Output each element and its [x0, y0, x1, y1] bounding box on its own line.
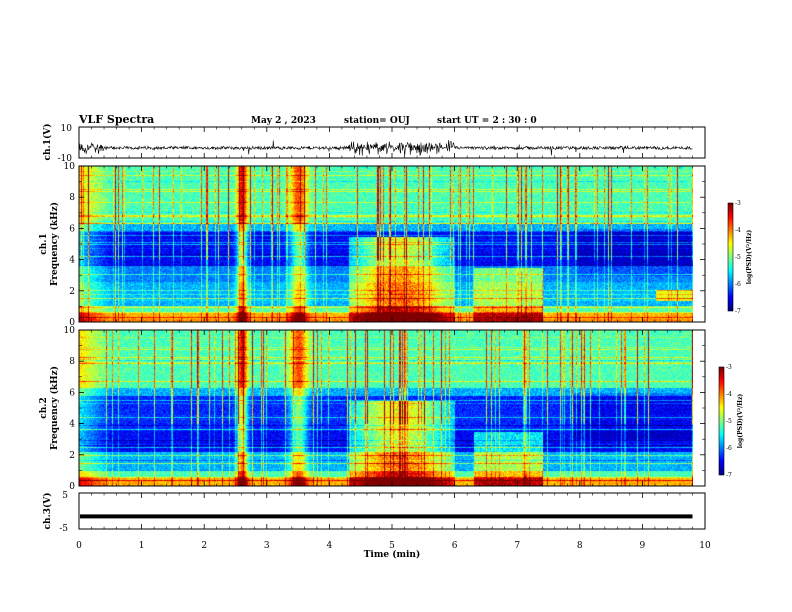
ch3-waveform-trace [80, 514, 693, 519]
y-tick-label: 4 [69, 256, 75, 266]
y-tick-label: 0 [69, 482, 75, 492]
y-tick-label: 4 [69, 420, 75, 430]
y-tick-label: 6 [69, 224, 75, 234]
y-tick-label: 8 [69, 193, 75, 203]
ch2-spectrogram-xticks [78, 330, 706, 486]
x-tick-label: 2 [201, 541, 207, 551]
y-tick-label: 10 [64, 162, 76, 172]
ch3-waveform-ylabel: ch.3(V) [42, 493, 53, 530]
ch1-spectrogram-yticks: 0 2 4 6 8 10 [64, 162, 705, 328]
x-tick-label: 5 [389, 541, 395, 551]
ch1-ytick-top: 10 [61, 124, 73, 134]
ch2-colorbar-frame [718, 366, 725, 476]
ch1-waveform-panel: 10 -10 ch.1(V) [42, 124, 706, 164]
x-tick-label: 9 [640, 541, 646, 551]
ch2-colorbar [719, 367, 724, 475]
x-tick-label: 6 [452, 541, 458, 551]
colorbar-tick-label: -6 [726, 445, 732, 452]
x-tick-label: 0 [76, 541, 82, 551]
colorbar-tick-label: -4 [726, 391, 732, 398]
ch3-waveform-panel: 5 -5 ch.3(V) [42, 491, 706, 534]
ch2-frequency-ylabel: Frequency (kHz) [49, 366, 60, 450]
y-tick-label: 0 [69, 318, 75, 328]
y-tick-label: 2 [69, 287, 75, 297]
ch1-frequency-ylabel: Frequency (kHz) [49, 202, 60, 286]
ch1-waveform-ylabel: ch.1(V) [42, 124, 53, 161]
ch1-channel-label: ch.1 [39, 233, 49, 254]
ch1-colorbar-ticks: -3 -4 -5 -6 -7 [735, 200, 741, 315]
ch1-colorbar-frame [727, 202, 734, 312]
x-tick-label: 8 [577, 541, 583, 551]
ch2-spectrogram-image [79, 330, 693, 486]
x-tick-label: 10 [699, 541, 711, 551]
colorbar-tick-label: -6 [735, 281, 741, 288]
colorbar-tick-label: -7 [735, 308, 741, 315]
ch1-waveform-frame [78, 126, 706, 159]
ch3-waveform-frame [78, 492, 706, 530]
x-tick-label: 4 [327, 541, 333, 551]
ch1-spectrogram-image [79, 166, 693, 322]
ch1-ytick-bottom: -10 [58, 154, 73, 164]
colorbar-tick-label: -7 [726, 472, 732, 479]
ch3-ytick-bottom: -5 [59, 524, 68, 534]
colorbar-tick-label: -4 [735, 227, 741, 234]
x-axis-tick-labels: 0 1 2 3 4 5 6 7 8 9 10 [76, 541, 711, 551]
date-label: May 2 , 2023 [251, 116, 316, 126]
ch1-spectrogram-xticks [78, 166, 706, 322]
y-tick-label: 2 [69, 451, 75, 461]
ch1-colorbar [728, 203, 733, 311]
x-tick-label: 3 [264, 541, 270, 551]
ch2-colorbar-label: log(PSD)(V²/Hz) [737, 394, 744, 449]
ch1-colorbar-label: log(PSD)(V²/Hz) [746, 230, 753, 285]
colorbar-tick-label: -5 [726, 418, 732, 425]
ch1-waveform-xticks [78, 127, 706, 158]
ch3-waveform-xticks [78, 493, 706, 529]
x-tick-label: 7 [514, 541, 520, 551]
station-label: station= OUJ [344, 116, 410, 126]
start-ut-label: start UT = 2 : 30 : 0 [437, 116, 537, 126]
x-tick-label: 1 [139, 541, 145, 551]
ch2-channel-label: ch.2 [39, 397, 49, 418]
ch2-spectrogram-yticks: 0 2 4 6 8 10 [64, 326, 705, 492]
y-tick-label: 8 [69, 357, 75, 367]
ch1-waveform-trace [78, 139, 693, 157]
y-tick-label: 6 [69, 388, 75, 398]
x-axis-label: Time (min) [364, 549, 421, 560]
figure-title: VLF Spectra [78, 113, 154, 126]
ch2-colorbar-ticks: -3 -4 -5 -6 -7 [726, 364, 732, 479]
colorbar-tick-label: -5 [735, 254, 741, 261]
colorbar-tick-label: -3 [735, 200, 741, 207]
y-tick-label: 10 [64, 326, 76, 336]
ch3-ytick-top: 5 [62, 491, 68, 501]
colorbar-tick-label: -3 [726, 364, 732, 371]
